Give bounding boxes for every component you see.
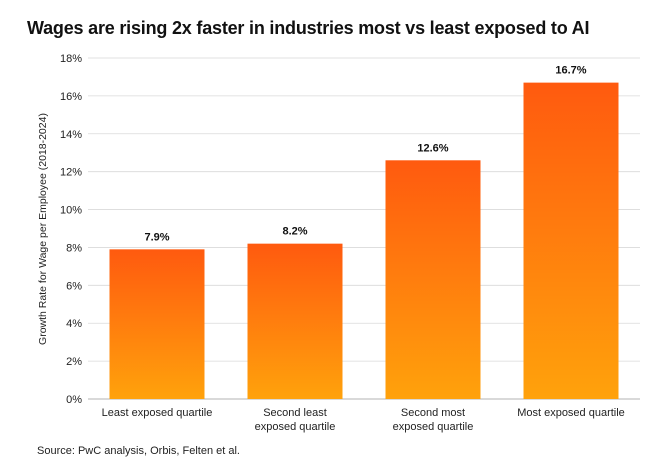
bar: [247, 243, 343, 399]
bar: [109, 249, 205, 399]
x-tick-label: Most exposed quartile: [517, 407, 625, 419]
y-tick-label: 0%: [66, 394, 82, 406]
y-tick-label: 16%: [60, 91, 82, 103]
data-label: 16.7%: [555, 65, 586, 77]
y-tick-label: 12%: [60, 167, 82, 179]
y-axis-ticks: 0% 2% 4% 6% 8% 10% 12% 14% 16% 18%: [60, 53, 82, 406]
chart-title: Wages are rising 2x faster in industries…: [27, 18, 590, 38]
x-tick-label: Second most exposed quartile: [393, 407, 474, 433]
y-tick-label: 2%: [66, 356, 82, 368]
y-tick-label: 14%: [60, 129, 82, 141]
x-tick-label: Least exposed quartile: [102, 407, 213, 419]
data-label: 8.2%: [282, 226, 307, 238]
data-label: 7.9%: [144, 231, 169, 243]
y-tick-label: 10%: [60, 205, 82, 217]
bar: [385, 160, 481, 399]
bars: [109, 82, 619, 399]
data-labels: 7.9% 8.2% 12.6% 16.7%: [144, 65, 586, 244]
y-tick-label: 18%: [60, 53, 82, 65]
y-tick-label: 6%: [66, 280, 82, 292]
bar: [523, 82, 619, 399]
x-axis-ticks: Least exposed quartile Second least expose…: [102, 407, 625, 433]
y-tick-label: 8%: [66, 242, 82, 254]
source-note: Source: PwC analysis, Orbis, Felten et a…: [37, 445, 240, 457]
y-tick-label: 4%: [66, 318, 82, 330]
data-label: 12.6%: [417, 142, 448, 154]
x-tick-label: Second least exposed quartile: [255, 407, 336, 433]
y-axis-label: Growth Rate for Wage per Employee (2018-…: [37, 113, 49, 345]
